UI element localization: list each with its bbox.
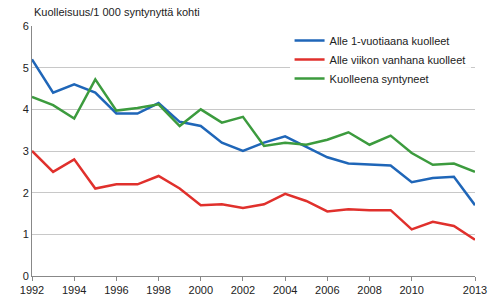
svg-text:0: 0 — [23, 270, 29, 282]
svg-text:6: 6 — [23, 20, 29, 32]
svg-text:2013: 2013 — [463, 284, 487, 296]
svg-text:Alle viikon vanhana kuolleet: Alle viikon vanhana kuolleet — [330, 54, 466, 66]
svg-text:2004: 2004 — [273, 284, 297, 296]
svg-text:1992: 1992 — [20, 284, 44, 296]
svg-text:2008: 2008 — [357, 284, 381, 296]
svg-text:1: 1 — [23, 228, 29, 240]
svg-text:2002: 2002 — [231, 284, 255, 296]
svg-text:Alle 1-vuotiaana kuolleet: Alle 1-vuotiaana kuolleet — [330, 35, 450, 47]
svg-text:2000: 2000 — [189, 284, 213, 296]
svg-text:1998: 1998 — [146, 284, 170, 296]
svg-text:1994: 1994 — [62, 284, 86, 296]
svg-text:2006: 2006 — [315, 284, 339, 296]
svg-text:Kuolleena syntyneet: Kuolleena syntyneet — [330, 73, 429, 85]
svg-text:1996: 1996 — [104, 284, 128, 296]
svg-text:Kuolleisuus/1 000 syntynyttä k: Kuolleisuus/1 000 syntynyttä kohti — [34, 6, 200, 18]
svg-text:4: 4 — [23, 103, 29, 115]
svg-text:2: 2 — [23, 187, 29, 199]
svg-text:2010: 2010 — [399, 284, 423, 296]
svg-text:3: 3 — [23, 145, 29, 157]
svg-text:5: 5 — [23, 62, 29, 74]
